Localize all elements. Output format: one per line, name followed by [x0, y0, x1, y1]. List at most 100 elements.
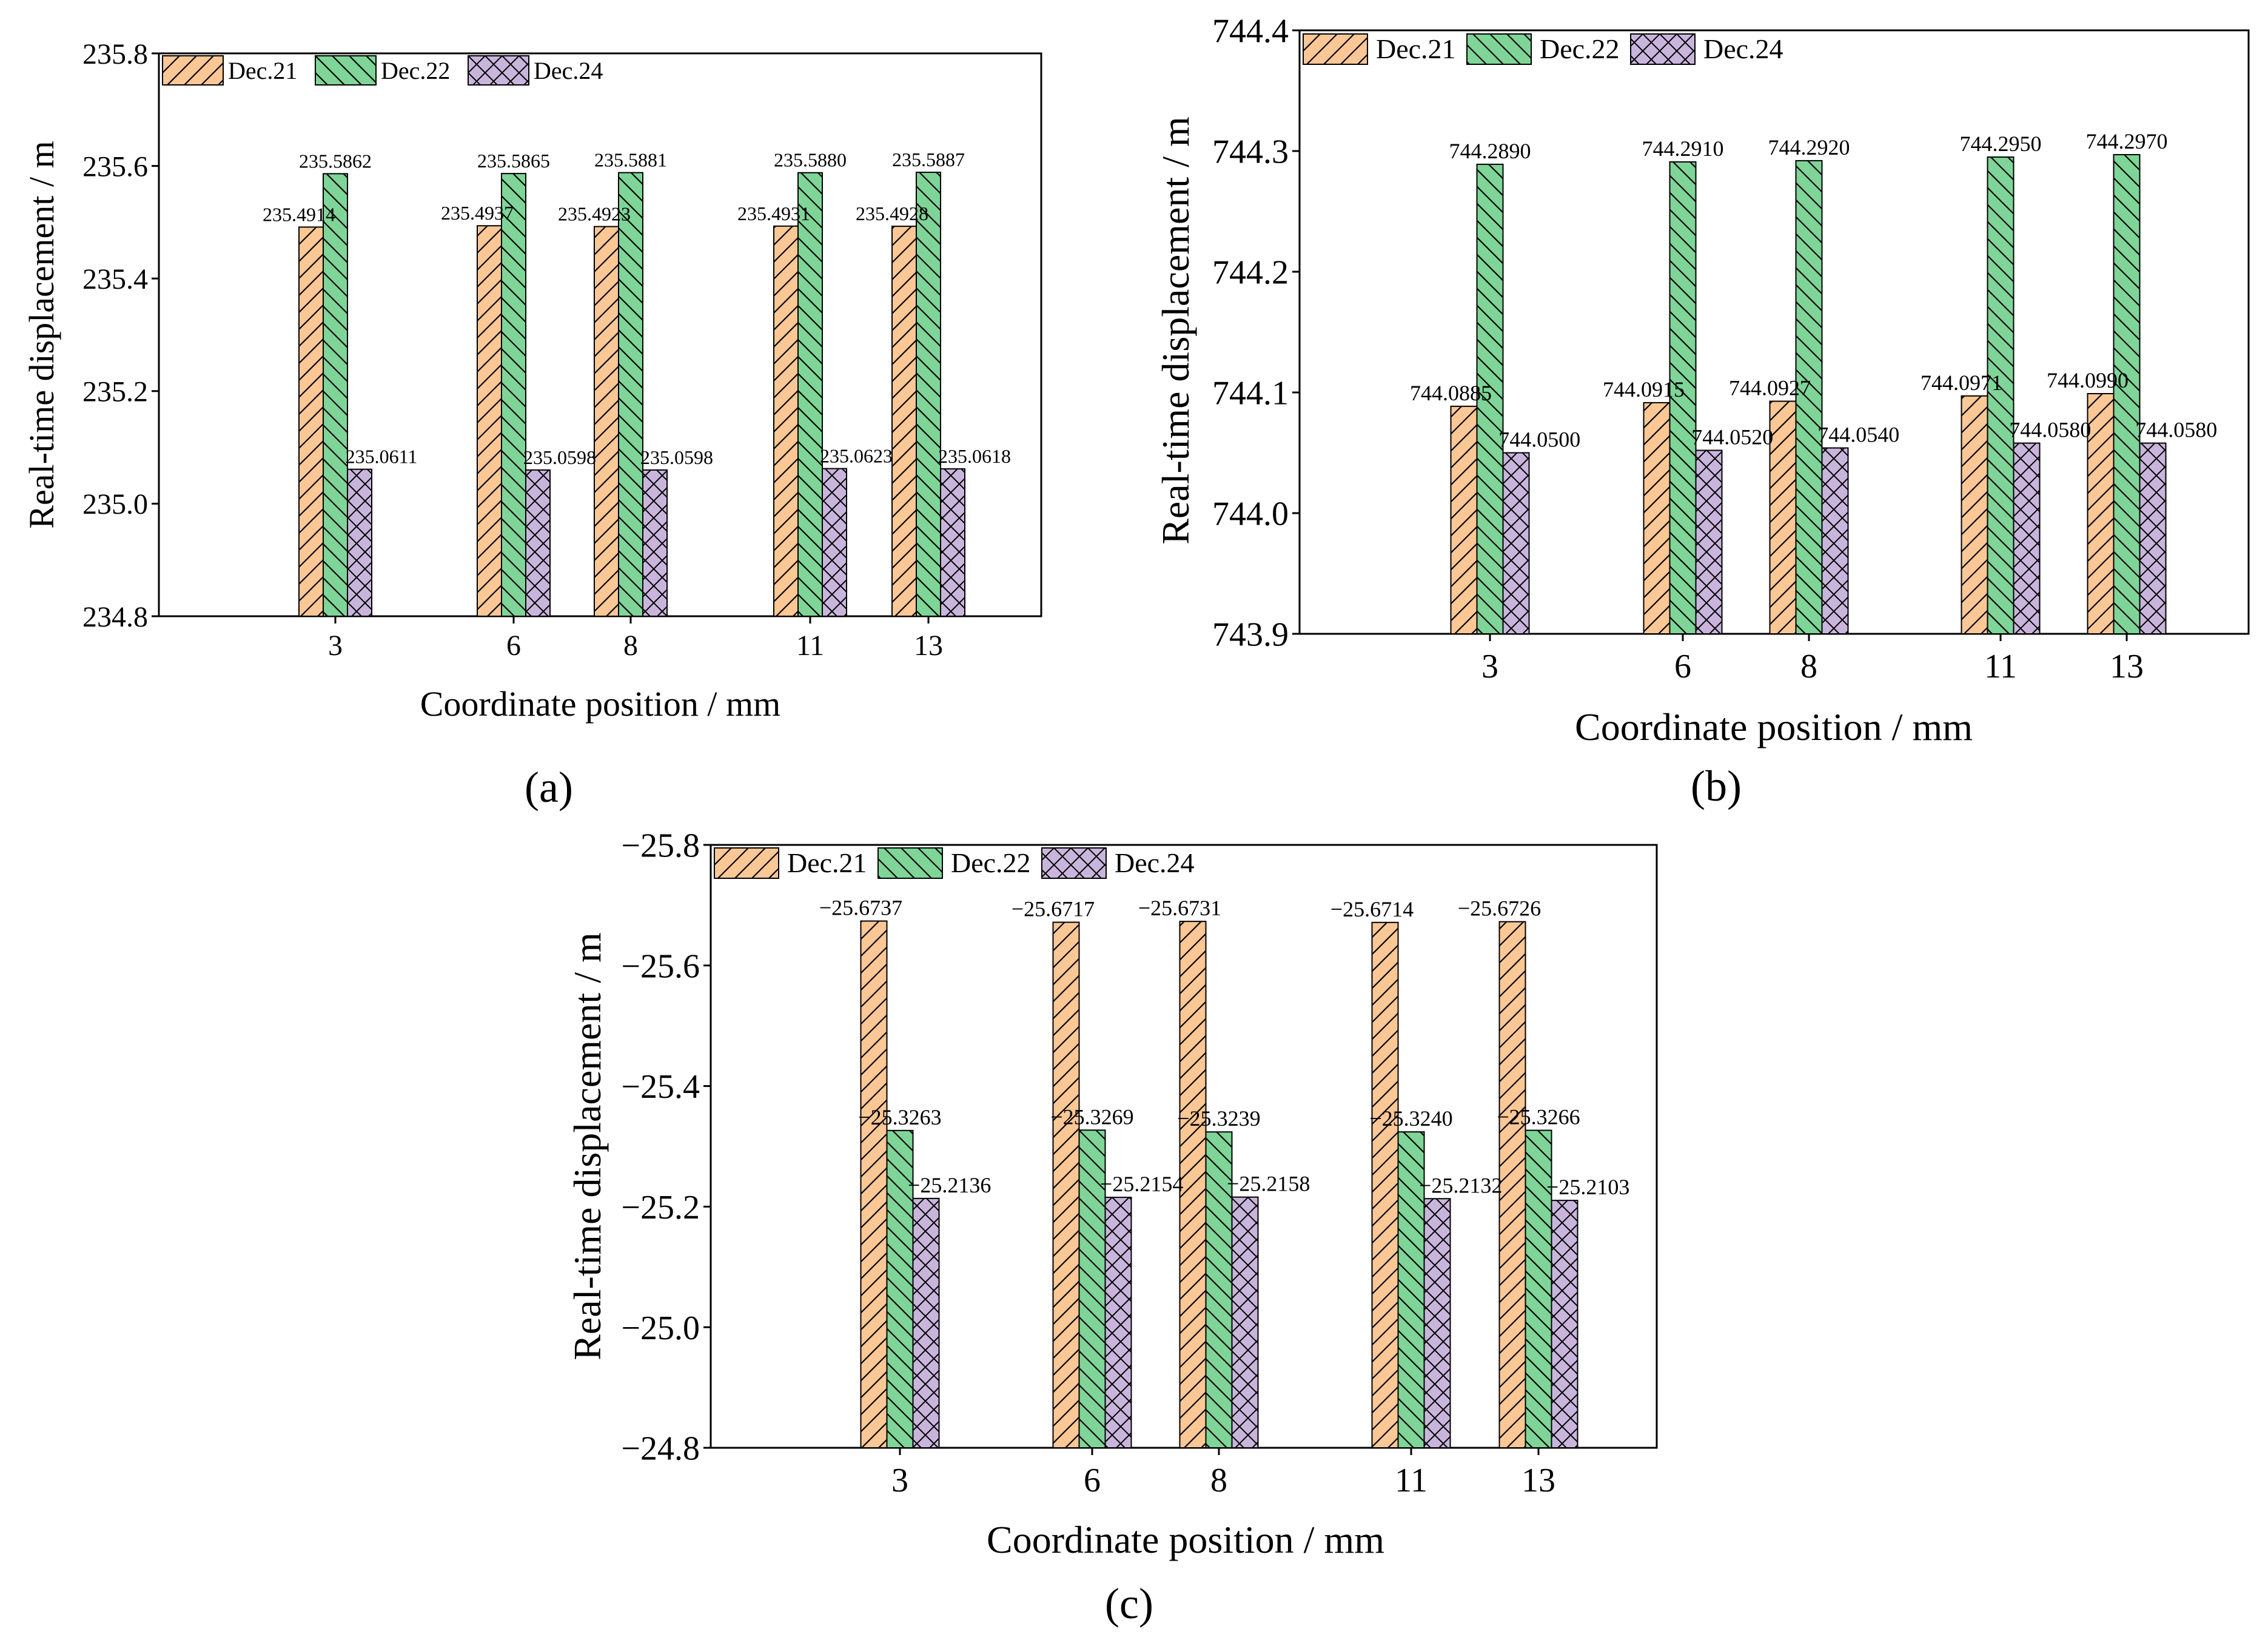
value-label: 235.0623 — [820, 445, 893, 467]
value-label: 744.0971 — [1921, 371, 2002, 395]
y-tick-label: 744.4 — [1212, 13, 1289, 50]
value-label: 744.0885 — [1410, 381, 1492, 405]
legend: Dec.21 Dec.22 Dec.24 — [1303, 33, 1783, 65]
y-axis: 743.9 744.0 744.1 744.2 744.3 744.4 — [1212, 13, 1300, 654]
value-label: 235.5880 — [774, 149, 847, 171]
y-tick-label: 235.2 — [82, 376, 148, 408]
y-axis: 234.8 235.0 235.2 235.4 235.6 235.8 — [82, 38, 159, 633]
legend-swatch-dec24-hatch — [468, 56, 529, 85]
value-label: 235.0618 — [938, 445, 1011, 467]
x-tick-label: 13 — [1522, 1462, 1555, 1499]
bar-dec21-13-hatch — [2087, 393, 2114, 634]
bar-dec24-11-hatch — [822, 468, 847, 616]
bar-dec22-11-hatch — [1398, 1132, 1424, 1448]
y-axis-label: Real-time displacement / m — [22, 141, 61, 528]
value-label: 235.4937 — [441, 202, 514, 224]
bar-dec21-13-hatch — [892, 226, 916, 616]
value-label: −25.6731 — [1138, 896, 1221, 920]
bar-dec24-3-hatch — [347, 469, 372, 616]
bar-dec24-13-hatch — [1551, 1200, 1578, 1448]
bar-dec24-11-hatch — [2013, 443, 2040, 634]
value-label: 744.2920 — [1768, 135, 1850, 160]
bars-group — [1450, 153, 2167, 635]
value-label: −25.2132 — [1419, 1173, 1502, 1197]
x-tick-label: 11 — [1395, 1462, 1428, 1499]
value-label: 744.0520 — [1691, 425, 1773, 449]
value-label: −25.3240 — [1369, 1106, 1452, 1131]
value-label: −25.3269 — [1050, 1104, 1133, 1129]
legend-label-dec22: Dec.22 — [1540, 33, 1620, 64]
value-label: 744.0927 — [1729, 376, 1811, 400]
value-label: 235.0598 — [640, 446, 713, 468]
value-label: 744.2970 — [2086, 129, 2168, 153]
bar-dec22-8-hatch — [1796, 160, 1822, 634]
legend-label-dec21: Dec.21 — [1376, 33, 1456, 64]
y-tick-label: −25.2 — [621, 1189, 700, 1226]
y-tick-label: 235.4 — [82, 263, 148, 295]
bar-dec21-6-hatch — [1643, 402, 1670, 634]
value-label: 235.5865 — [477, 150, 550, 172]
y-tick-label: 744.1 — [1212, 375, 1289, 412]
y-tick-label: 235.0 — [82, 488, 148, 520]
legend-swatch-dec22-hatch — [878, 848, 942, 878]
value-label: −25.3239 — [1177, 1106, 1260, 1131]
value-label: −25.6714 — [1330, 897, 1414, 921]
bar-dec22-13-hatch — [916, 172, 941, 616]
value-label: 744.0580 — [2135, 418, 2217, 442]
legend-swatch-dec21-hatch — [1303, 34, 1367, 64]
x-axis: 3 6 8 11 13 — [891, 1448, 1555, 1499]
bar-dec21-6-hatch — [477, 226, 502, 616]
legend-label-dec22: Dec.22 — [951, 847, 1031, 878]
bar-dec22-8-hatch — [619, 172, 643, 616]
legend-swatch-dec22-hatch — [315, 56, 376, 85]
x-axis-label: Coordinate position / mm — [420, 684, 780, 724]
y-tick-label: 235.8 — [82, 38, 148, 70]
value-label: 744.2890 — [1449, 139, 1531, 163]
bar-dec24-8-hatch — [1232, 1197, 1258, 1448]
legend-swatch-dec21-hatch — [714, 848, 779, 878]
bar-dec21-6-hatch — [1053, 922, 1079, 1448]
bar-dec24-11-hatch — [1424, 1199, 1451, 1448]
value-label: 744.0540 — [1817, 423, 1899, 447]
chart-panel-b: 743.9 744.0 744.1 744.2 744.3 744.4 3 6 8 11 13 7… — [1154, 13, 2250, 810]
bar-dec22-8-hatch — [1206, 1132, 1232, 1448]
bar-dec22-13-hatch — [1525, 1130, 1552, 1448]
bar-dec24-6-hatch — [526, 469, 550, 616]
bar-dec24-13-hatch — [941, 469, 965, 616]
x-axis: 3 6 8 11 13 — [328, 616, 943, 662]
value-labels: −25.6737 −25.6717 −25.6731 −25.6714 −25.6726… — [819, 896, 1630, 1200]
bar-dec22-6-hatch — [502, 173, 526, 616]
y-tick-label: 234.8 — [82, 601, 148, 633]
bar-dec24-13-hatch — [2139, 443, 2166, 634]
x-tick-label: 11 — [796, 630, 824, 662]
y-tick-label: 744.3 — [1212, 133, 1289, 171]
bar-dec21-11-hatch — [1372, 922, 1398, 1448]
value-label: −25.2154 — [1100, 1172, 1183, 1196]
bar-dec24-6-hatch — [1696, 450, 1722, 634]
x-tick-label: 13 — [914, 630, 943, 662]
y-tick-label: 744.0 — [1212, 496, 1289, 533]
legend-label-dec21: Dec.21 — [228, 57, 297, 84]
value-label: −25.2136 — [908, 1173, 991, 1197]
bar-dec24-6-hatch — [1105, 1197, 1132, 1448]
legend-label-dec22: Dec.22 — [381, 57, 450, 84]
y-tick-label: −25.8 — [621, 827, 700, 865]
legend-swatch-dec24-hatch — [1631, 34, 1695, 64]
bar-dec24-8-hatch — [643, 469, 667, 616]
panel-caption-c: (c) — [1105, 1579, 1153, 1628]
x-tick-label: 3 — [891, 1462, 908, 1499]
bar-dec21-11-hatch — [774, 226, 798, 616]
value-label: −25.3266 — [1497, 1105, 1580, 1129]
panel-caption-a: (a) — [525, 763, 573, 812]
value-label: 235.0611 — [346, 446, 418, 468]
legend-swatch-dec24-hatch — [1042, 848, 1106, 878]
x-tick-label: 3 — [328, 630, 343, 662]
bar-dec22-3-hatch — [323, 173, 347, 617]
legend-label-dec21: Dec.21 — [787, 847, 867, 878]
x-tick-label: 6 — [506, 630, 521, 662]
panel-caption-b: (b) — [1691, 762, 1742, 810]
value-labels: 744.0885 744.0915 744.0927 744.0971 744.0990… — [1410, 129, 2217, 452]
value-label: 744.0915 — [1603, 377, 1685, 402]
chart-panel-c: −24.8 −25.0 −25.2 −25.4 −25.6 −25.8 3 6 8 11 13 −… — [566, 827, 1658, 1628]
bar-dec22-11-hatch — [798, 172, 822, 617]
